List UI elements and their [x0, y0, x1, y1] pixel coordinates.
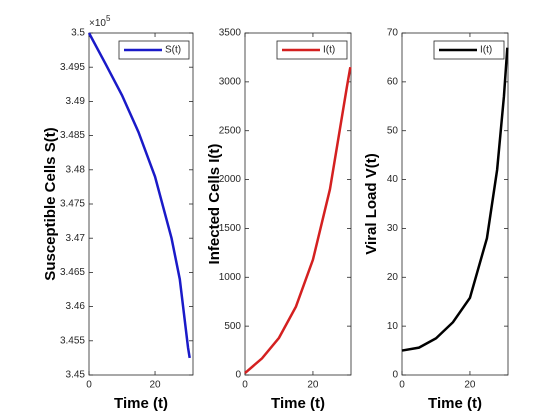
y-tick-label: 50	[387, 125, 399, 136]
y-tick-label: 3.475	[60, 199, 85, 210]
y-tick-label: 500	[224, 321, 241, 332]
y-tick-label: 3.45	[66, 370, 86, 381]
y-multiplier: ×105	[89, 14, 111, 29]
x-tick-label: 20	[307, 380, 319, 391]
y-multiplier-exponent: 5	[106, 14, 111, 23]
plot-area	[244, 32, 352, 376]
y-tick-label: 70	[387, 28, 399, 39]
plot-area	[88, 32, 194, 376]
y-axis-label: Viral Load V(t)	[363, 153, 380, 254]
y-axis-label: Infected Cells I(t)	[206, 144, 223, 265]
y-tick-label: 2500	[219, 125, 242, 136]
y-tick-label: 3500	[219, 28, 242, 39]
y-tick-label: 40	[387, 174, 399, 185]
y-tick-label: 3000	[219, 76, 242, 87]
y-tick-label: 3.485	[60, 130, 85, 141]
y-tick-label: 3.5	[71, 28, 85, 39]
x-tick-label: 0	[86, 380, 92, 391]
x-tick-label: 20	[149, 380, 161, 391]
y-axis-label: Susceptible Cells S(t)	[42, 127, 59, 280]
legend-label: S(t)	[165, 45, 181, 56]
y-multiplier-base: ×10	[89, 18, 106, 29]
series-line	[401, 47, 509, 352]
y-tick-label: 10	[387, 321, 399, 332]
x-tick-label: 0	[242, 380, 248, 391]
y-tick-label: 0	[392, 370, 398, 381]
y-tick-label: 1500	[219, 223, 242, 234]
y-tick-label: 3.495	[60, 62, 85, 73]
y-tick-label: 2000	[219, 174, 242, 185]
x-tick-label: 20	[464, 380, 476, 391]
legend-label: I(t)	[323, 45, 335, 56]
y-tick-label: 1000	[219, 272, 242, 283]
series-line	[244, 66, 352, 374]
x-axis-label: Time (t)	[114, 395, 168, 412]
y-tick-label: 3.48	[66, 164, 86, 175]
y-tick-label: 3.46	[66, 301, 86, 312]
x-tick-label: 0	[399, 380, 405, 391]
y-tick-label: 3.455	[60, 335, 85, 346]
y-tick-label: 20	[387, 272, 399, 283]
y-tick-label: 3.465	[60, 267, 85, 278]
y-tick-label: 60	[387, 76, 399, 87]
x-axis-label: Time (t)	[271, 395, 325, 412]
y-tick-label: 0	[235, 370, 241, 381]
y-tick-label: 30	[387, 223, 399, 234]
series-line	[87, 32, 191, 359]
legend-label: I(t)	[480, 45, 492, 56]
y-tick-label: 3.47	[66, 233, 86, 244]
x-axis-label: Time (t)	[428, 395, 482, 412]
y-tick-label: 3.49	[66, 96, 86, 107]
